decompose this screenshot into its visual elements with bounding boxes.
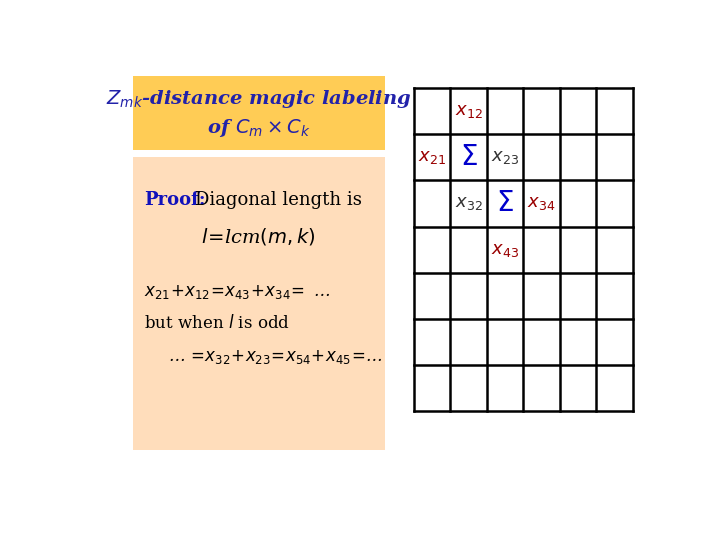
Text: Proof:: Proof: xyxy=(144,191,206,208)
Text: $\Sigma$: $\Sigma$ xyxy=(459,143,477,171)
Text: $x_{43}$: $x_{43}$ xyxy=(491,241,519,259)
Text: $l\!=\!$lcm$(m,k)$: $l\!=\!$lcm$(m,k)$ xyxy=(202,226,316,247)
Text: but when $l$ is odd: but when $l$ is odd xyxy=(144,314,290,332)
Text: $x_{12}$: $x_{12}$ xyxy=(454,102,482,120)
FancyBboxPatch shape xyxy=(132,76,384,150)
Text: $x_{23}$: $x_{23}$ xyxy=(491,148,519,166)
Text: … $\!=\!x_{32}\!+\!x_{23}\!=\!x_{54}\!+\!x_{45}\!=\!$…: … $\!=\!x_{32}\!+\!x_{23}\!=\!x_{54}\!+\… xyxy=(168,348,382,367)
Text: $x_{21}\!+\!x_{12}\!=\!x_{43}\!+\!x_{34}\!=$ …: $x_{21}\!+\!x_{12}\!=\!x_{43}\!+\!x_{34}… xyxy=(144,283,330,301)
Text: $x_{32}$: $x_{32}$ xyxy=(454,194,482,212)
Text: of $C_m\times C_k$: of $C_m\times C_k$ xyxy=(207,117,310,139)
Text: $x_{21}$: $x_{21}$ xyxy=(418,148,446,166)
Text: $x_{34}$: $x_{34}$ xyxy=(527,194,556,212)
FancyBboxPatch shape xyxy=(132,157,384,450)
Text: $\Sigma$: $\Sigma$ xyxy=(496,190,514,218)
Text: Diagonal length is: Diagonal length is xyxy=(194,191,361,208)
Text: $Z_{mk}$-distance magic labeling: $Z_{mk}$-distance magic labeling xyxy=(106,89,411,111)
